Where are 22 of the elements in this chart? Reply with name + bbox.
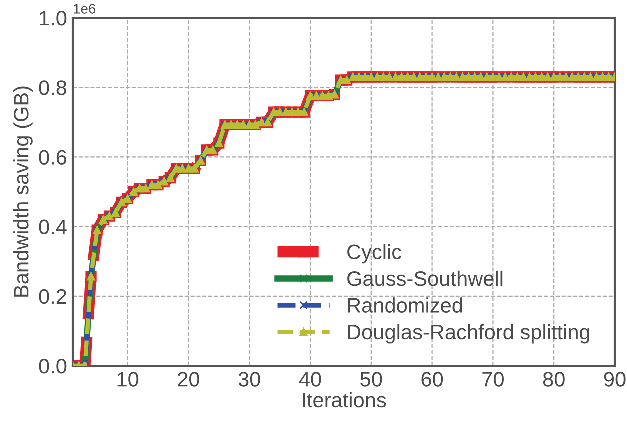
y-tick-label: 0.0: [39, 359, 67, 374]
legend-label: Douglas-Rachford splitting: [348, 324, 590, 344]
x-axis-title: Iterations: [303, 392, 386, 408]
x-tick-label: 80: [543, 372, 565, 387]
y-tick-label: 0.4: [39, 220, 67, 235]
x-tick-label: 30: [238, 372, 260, 387]
x-tick-label: 50: [360, 372, 382, 387]
x-tick-label: 60: [422, 372, 444, 387]
text: 1e6: [74, 4, 96, 14]
x-tick-label: 90: [604, 372, 626, 387]
y-tick-label: 1.0: [40, 11, 67, 26]
x-tick-label: 10: [118, 372, 139, 387]
y-axis-title: Bandwidth saving (GB): [14, 86, 33, 297]
y-tick-label: 0.8: [39, 80, 67, 96]
x-tick-label: 20: [178, 372, 200, 387]
y-tick-label: 0.2: [39, 289, 66, 304]
legend-label: Randomized: [348, 298, 462, 313]
legend-label: Gauss-Southwell: [348, 270, 503, 286]
x-tick-label: 70: [482, 372, 504, 387]
legend-label: Cyclic: [348, 244, 402, 264]
y-tick-label: 0.6: [39, 150, 67, 165]
x-tick-label: 40: [299, 372, 322, 387]
